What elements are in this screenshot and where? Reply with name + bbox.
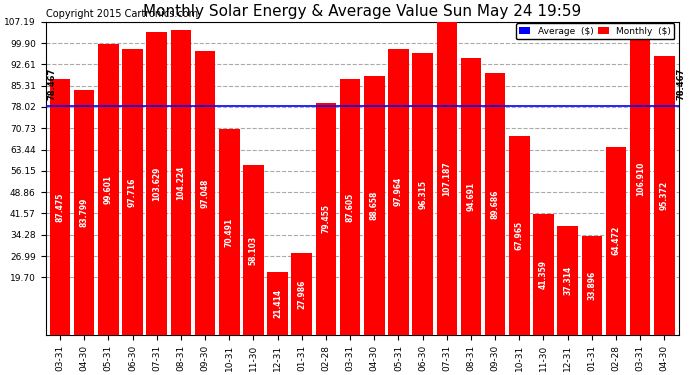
Text: 70.491: 70.491 — [225, 217, 234, 246]
Bar — [558, 226, 578, 335]
Bar — [146, 32, 167, 335]
Bar — [50, 80, 70, 335]
Text: 87.605: 87.605 — [346, 192, 355, 222]
Text: 103.629: 103.629 — [152, 166, 161, 201]
Text: 94.691: 94.691 — [466, 182, 475, 211]
Bar — [485, 73, 506, 335]
Text: 78.467: 78.467 — [48, 68, 57, 100]
Bar — [654, 56, 675, 335]
Text: 79.455: 79.455 — [322, 204, 331, 233]
Text: 37.314: 37.314 — [563, 266, 572, 295]
Bar — [267, 272, 288, 335]
Bar — [509, 136, 530, 335]
Text: 106.910: 106.910 — [635, 162, 644, 196]
Bar — [388, 49, 408, 335]
Bar — [364, 76, 384, 335]
Text: 97.964: 97.964 — [394, 177, 403, 206]
Bar — [122, 50, 143, 335]
Bar — [219, 129, 239, 335]
Text: 95.372: 95.372 — [660, 181, 669, 210]
Text: 104.224: 104.224 — [177, 165, 186, 200]
Text: 64.472: 64.472 — [611, 226, 620, 255]
Legend: Average  ($), Monthly  ($): Average ($), Monthly ($) — [516, 23, 674, 39]
Bar — [315, 103, 336, 335]
Text: 78.467: 78.467 — [676, 68, 685, 100]
Bar — [413, 54, 433, 335]
Bar — [340, 79, 360, 335]
Bar — [195, 51, 215, 335]
Bar — [74, 90, 95, 335]
Title: Monthly Solar Energy & Average Value Sun May 24 19:59: Monthly Solar Energy & Average Value Sun… — [143, 4, 581, 19]
Bar — [533, 214, 554, 335]
Text: 41.359: 41.359 — [539, 260, 548, 289]
Text: 58.103: 58.103 — [249, 236, 258, 264]
Text: 96.315: 96.315 — [418, 180, 427, 209]
Text: 107.187: 107.187 — [442, 161, 451, 196]
Text: 89.686: 89.686 — [491, 189, 500, 219]
Text: 21.414: 21.414 — [273, 289, 282, 318]
Text: Copyright 2015 Cartronics.com: Copyright 2015 Cartronics.com — [46, 9, 197, 19]
Bar — [243, 165, 264, 335]
Bar — [582, 236, 602, 335]
Bar — [606, 147, 627, 335]
Bar — [461, 58, 481, 335]
Text: 97.716: 97.716 — [128, 177, 137, 207]
Bar — [437, 22, 457, 335]
Text: 83.799: 83.799 — [79, 198, 89, 227]
Bar — [291, 253, 312, 335]
Text: 88.658: 88.658 — [370, 190, 379, 220]
Bar — [98, 44, 119, 335]
Text: 97.048: 97.048 — [201, 178, 210, 208]
Text: 33.896: 33.896 — [587, 271, 596, 300]
Text: 99.601: 99.601 — [104, 175, 113, 204]
Text: 87.475: 87.475 — [55, 192, 65, 222]
Text: 27.986: 27.986 — [297, 279, 306, 309]
Text: 67.965: 67.965 — [515, 221, 524, 250]
Bar — [170, 30, 191, 335]
Bar — [630, 22, 651, 335]
